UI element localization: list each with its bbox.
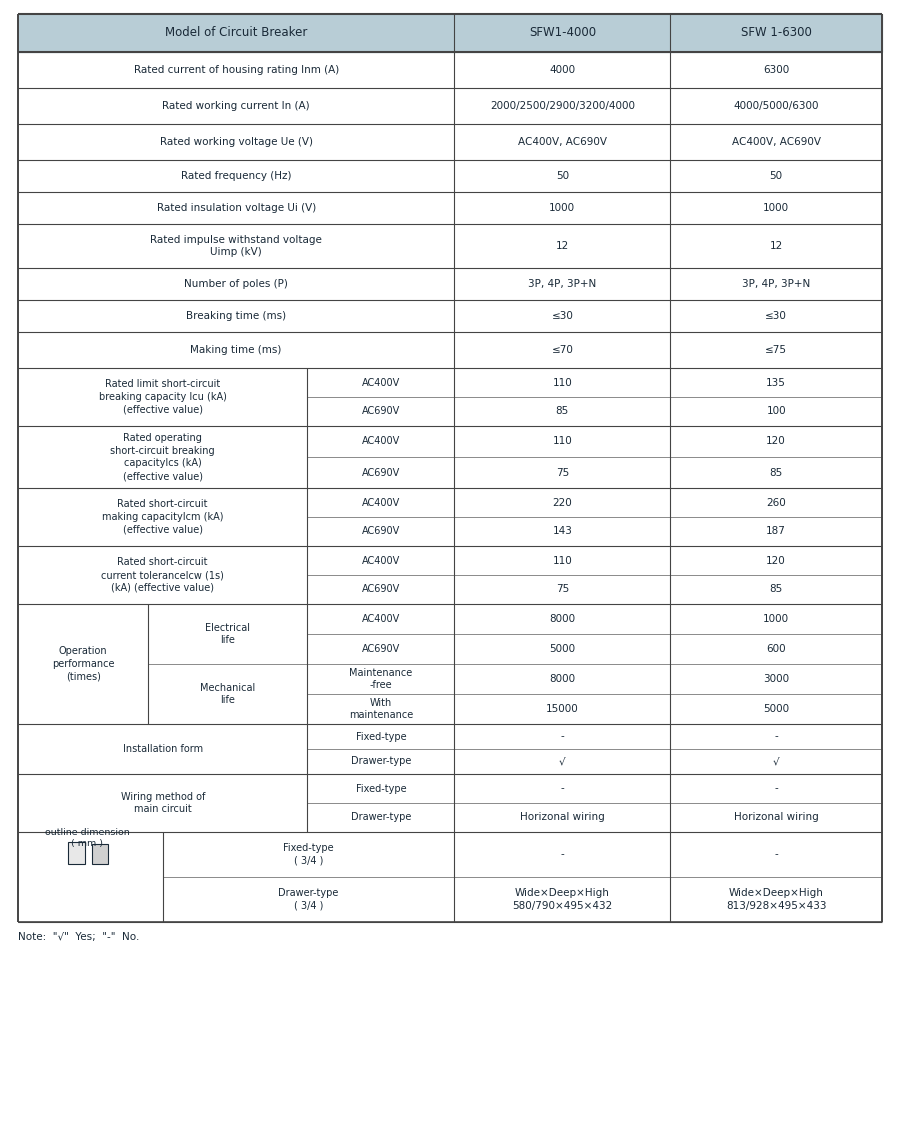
- Text: Wiring method of
main circuit: Wiring method of main circuit: [121, 792, 205, 814]
- Text: AC400V: AC400V: [362, 614, 400, 624]
- Text: 120: 120: [766, 437, 786, 447]
- Text: -: -: [774, 732, 778, 742]
- Text: Rated frequency (Hz): Rated frequency (Hz): [181, 171, 292, 181]
- Text: Drawer-type: Drawer-type: [351, 757, 411, 767]
- Text: 4000/5000/6300: 4000/5000/6300: [734, 101, 819, 111]
- Text: Rated operating
short-circuit breaking
capacityIcs (kA)
(effective value): Rated operating short-circuit breaking c…: [111, 432, 215, 481]
- Text: 100: 100: [766, 406, 786, 417]
- Text: Electrical
life: Electrical life: [205, 623, 250, 645]
- Text: AC400V, AC690V: AC400V, AC690V: [732, 137, 821, 148]
- Text: Number of poles (P): Number of poles (P): [184, 279, 288, 289]
- Text: 600: 600: [766, 644, 786, 654]
- Text: Horizonal wiring: Horizonal wiring: [520, 813, 605, 822]
- Text: AC400V: AC400V: [362, 555, 400, 565]
- Text: 1000: 1000: [763, 203, 789, 213]
- Text: √: √: [773, 757, 779, 767]
- Text: 3P, 4P, 3P+N: 3P, 4P, 3P+N: [742, 279, 810, 289]
- Text: AC690V: AC690V: [362, 644, 400, 654]
- Text: -: -: [561, 784, 564, 794]
- Text: AC690V: AC690V: [362, 584, 400, 595]
- Text: 75: 75: [555, 584, 569, 595]
- Text: Wide×Deep×High
580/790×495×432: Wide×Deep×High 580/790×495×432: [512, 888, 612, 911]
- Text: Horizonal wiring: Horizonal wiring: [734, 813, 818, 822]
- Text: 15000: 15000: [546, 704, 579, 714]
- Text: SFW 1-6300: SFW 1-6300: [741, 27, 812, 39]
- Text: AC400V: AC400V: [362, 498, 400, 508]
- Text: 8000: 8000: [549, 614, 575, 624]
- Text: 1000: 1000: [763, 614, 789, 624]
- Text: SFW1-4000: SFW1-4000: [529, 27, 596, 39]
- Text: 85: 85: [770, 584, 783, 595]
- Text: 143: 143: [553, 527, 572, 536]
- Text: ≤30: ≤30: [765, 311, 788, 321]
- Text: 12: 12: [555, 241, 569, 251]
- Text: 110: 110: [553, 377, 572, 387]
- Bar: [68, 842, 86, 864]
- Text: Drawer-type
( 3/4 ): Drawer-type ( 3/4 ): [278, 888, 338, 911]
- Text: Operation
performance
(times): Operation performance (times): [52, 646, 114, 682]
- Text: Making time (ms): Making time (ms): [191, 345, 282, 355]
- Text: Rated short-circuit
current toleranceIcw (1s)
(kA) (effective value): Rated short-circuit current toleranceIcw…: [102, 557, 224, 592]
- Text: 120: 120: [766, 555, 786, 565]
- Text: Rated insulation voltage Ui (V): Rated insulation voltage Ui (V): [157, 203, 316, 213]
- Text: AC690V: AC690V: [362, 527, 400, 536]
- Text: 135: 135: [766, 377, 786, 387]
- Text: 187: 187: [766, 527, 786, 536]
- Text: 5000: 5000: [763, 704, 789, 714]
- Text: 75: 75: [555, 467, 569, 477]
- Text: 5000: 5000: [549, 644, 575, 654]
- Text: -: -: [561, 849, 564, 859]
- Text: Fixed-type: Fixed-type: [356, 784, 406, 794]
- Text: Note:  "√"  Yes;  "-"  No.: Note: "√" Yes; "-" No.: [18, 932, 140, 942]
- Text: -: -: [774, 849, 778, 859]
- Text: 6300: 6300: [763, 65, 789, 75]
- Text: 3P, 4P, 3P+N: 3P, 4P, 3P+N: [528, 279, 597, 289]
- Polygon shape: [18, 14, 882, 52]
- Text: 110: 110: [553, 555, 572, 565]
- Text: 260: 260: [766, 498, 786, 508]
- Text: Rated working current In (A): Rated working current In (A): [162, 101, 310, 111]
- Text: ≤70: ≤70: [552, 345, 573, 355]
- Text: Maintenance
-free: Maintenance -free: [349, 668, 412, 690]
- Text: 50: 50: [556, 171, 569, 181]
- Text: 110: 110: [553, 437, 572, 447]
- Text: AC690V: AC690V: [362, 467, 400, 477]
- Text: Breaking time (ms): Breaking time (ms): [186, 311, 286, 321]
- Text: 4000: 4000: [549, 65, 575, 75]
- Text: ≤30: ≤30: [552, 311, 573, 321]
- Text: outline dimension
( mm ): outline dimension ( mm ): [45, 828, 130, 848]
- Text: With
maintenance: With maintenance: [349, 698, 413, 721]
- Text: Wide×Deep×High
813/928×495×433: Wide×Deep×High 813/928×495×433: [726, 888, 826, 911]
- Text: AC400V: AC400V: [362, 437, 400, 447]
- Text: 8000: 8000: [549, 674, 575, 683]
- Text: Rated impulse withstand voltage
Uimp (kV): Rated impulse withstand voltage Uimp (kV…: [150, 234, 322, 258]
- Text: 3000: 3000: [763, 674, 789, 683]
- Text: Model of Circuit Breaker: Model of Circuit Breaker: [165, 27, 307, 39]
- Text: 1000: 1000: [549, 203, 575, 213]
- Text: Installation form: Installation form: [122, 744, 202, 754]
- Text: √: √: [559, 757, 565, 767]
- Text: ≤75: ≤75: [765, 345, 788, 355]
- Text: Rated current of housing rating Inm (A): Rated current of housing rating Inm (A): [133, 65, 338, 75]
- Text: AC400V: AC400V: [362, 377, 400, 387]
- Text: 12: 12: [770, 241, 783, 251]
- Text: Rated short-circuit
making capacityIcm (kA)
(effective value): Rated short-circuit making capacityIcm (…: [102, 499, 223, 535]
- Text: Rated limit short-circuit
breaking capacity Icu (kA)
(effective value): Rated limit short-circuit breaking capac…: [99, 379, 227, 414]
- Text: Rated working voltage Ue (V): Rated working voltage Ue (V): [159, 137, 312, 148]
- Bar: [93, 844, 108, 864]
- Text: 220: 220: [553, 498, 572, 508]
- Text: AC400V, AC690V: AC400V, AC690V: [518, 137, 607, 148]
- Text: 85: 85: [555, 406, 569, 417]
- Text: AC690V: AC690V: [362, 406, 400, 417]
- Text: 2000/2500/2900/3200/4000: 2000/2500/2900/3200/4000: [490, 101, 634, 111]
- Text: Drawer-type: Drawer-type: [351, 813, 411, 822]
- Text: Fixed-type
( 3/4 ): Fixed-type ( 3/4 ): [284, 843, 334, 866]
- Text: Fixed-type: Fixed-type: [356, 732, 406, 742]
- Text: -: -: [561, 732, 564, 742]
- Text: 85: 85: [770, 467, 783, 477]
- Text: -: -: [774, 784, 778, 794]
- Text: Mechanical
life: Mechanical life: [200, 682, 256, 705]
- Text: 50: 50: [770, 171, 783, 181]
